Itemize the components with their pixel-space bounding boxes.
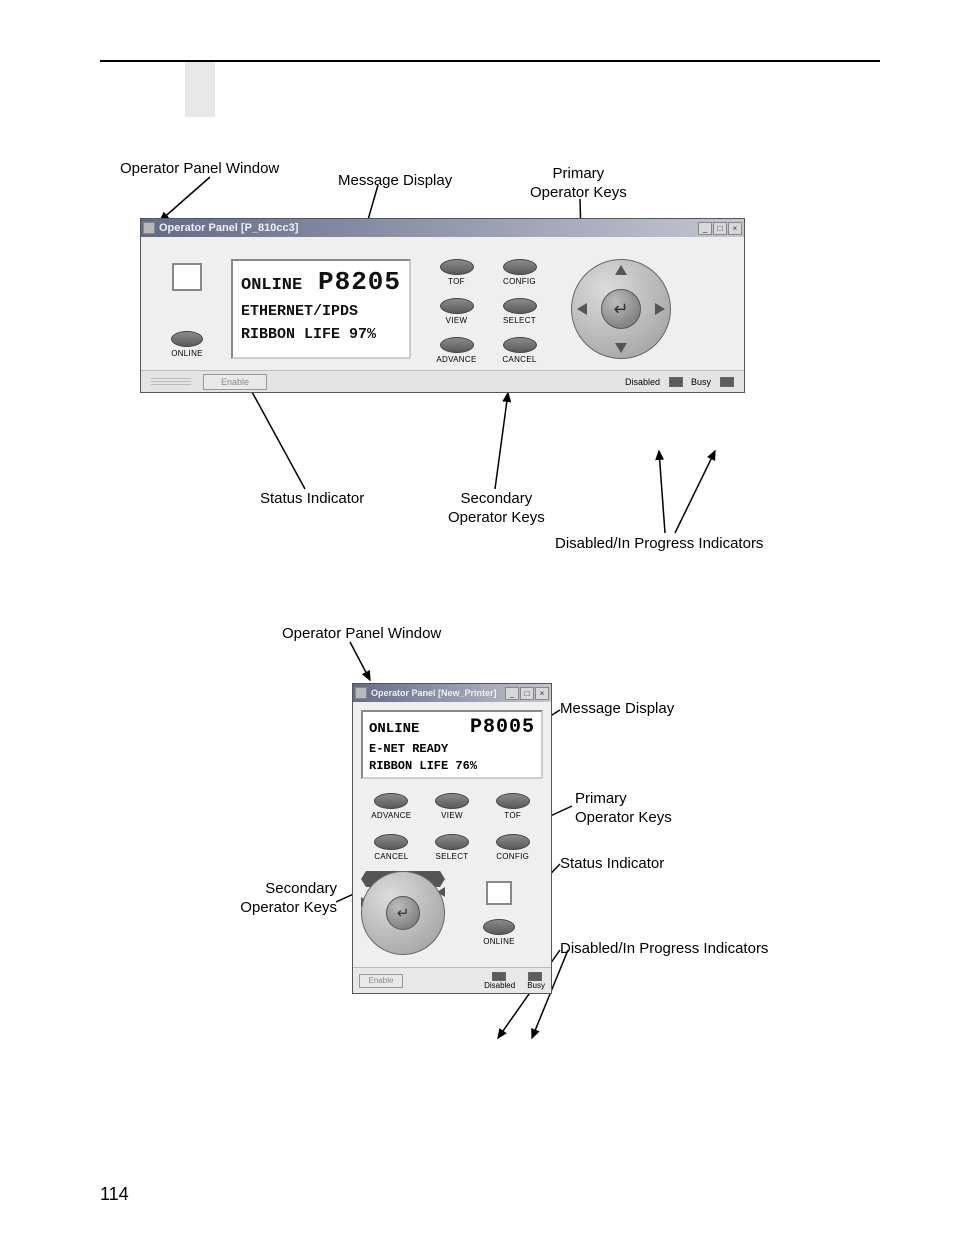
annot-primary-keys-2: Primary Operator Keys bbox=[575, 790, 672, 828]
view-button[interactable] bbox=[435, 793, 469, 809]
minimize-button[interactable]: _ bbox=[505, 687, 519, 700]
annot-status-indicator-2: Status Indicator bbox=[560, 855, 664, 874]
primary-keys: TOF CONFIG VIEW SELECT ADVANCE CANCEL bbox=[429, 259, 547, 364]
tof-button[interactable] bbox=[440, 259, 474, 275]
dpad-left-button[interactable] bbox=[577, 303, 587, 315]
maximize-button[interactable]: □ bbox=[713, 222, 727, 235]
minimize-button[interactable]: _ bbox=[698, 222, 712, 235]
cancel-button[interactable] bbox=[374, 834, 408, 850]
disabled-label: Disabled bbox=[625, 377, 660, 387]
dpad: ↵ bbox=[361, 871, 445, 955]
online-button[interactable] bbox=[171, 331, 203, 347]
config-button[interactable] bbox=[503, 259, 537, 275]
select-label: SELECT bbox=[422, 852, 483, 861]
advance-label: ADVANCE bbox=[361, 811, 422, 820]
titlebar[interactable]: Operator Panel [P_810cc3] _ □ × bbox=[141, 219, 744, 237]
page-top-rule bbox=[100, 60, 880, 62]
panel-body: ONLINE ONLINE P8205 ETHERNET/IPDS RIBBON… bbox=[141, 237, 744, 370]
select-button[interactable] bbox=[435, 834, 469, 850]
cancel-label: CANCEL bbox=[361, 852, 422, 861]
disabled-indicator bbox=[669, 377, 683, 387]
disabled-indicator bbox=[492, 972, 506, 981]
lcd-line2: RIBBON LIFE 76% bbox=[369, 759, 535, 773]
dpad-down-button[interactable] bbox=[615, 343, 627, 353]
statusbar: Enable Disabled Busy bbox=[353, 967, 551, 993]
right-column: ONLINE bbox=[455, 881, 543, 946]
annot-message-display: Message Display bbox=[338, 172, 452, 191]
cancel-button[interactable] bbox=[503, 337, 537, 353]
dpad-right-button[interactable] bbox=[655, 303, 665, 315]
status-indicator-light bbox=[486, 881, 512, 905]
app-icon bbox=[355, 687, 367, 699]
lcd-model: P8005 bbox=[470, 716, 535, 739]
statusbar-grip bbox=[151, 378, 191, 386]
online-label: ONLINE bbox=[483, 937, 515, 946]
operator-panel-narrow: Operator Panel [New_Printer] _ □ × ONLIN… bbox=[352, 683, 552, 994]
status-indicator-light bbox=[172, 263, 202, 291]
config-label: CONFIG bbox=[482, 852, 543, 861]
dpad: ↵ bbox=[571, 259, 671, 359]
close-button[interactable]: × bbox=[535, 687, 549, 700]
view-button[interactable] bbox=[440, 298, 474, 314]
lcd-line1: ETHERNET/IPDS bbox=[241, 303, 401, 320]
enable-button[interactable]: Enable bbox=[203, 374, 267, 390]
dpad-enter-button[interactable]: ↵ bbox=[601, 289, 641, 329]
online-label: ONLINE bbox=[157, 349, 217, 358]
annot-disabled-inprogress: Disabled/In Progress Indicators bbox=[555, 535, 763, 554]
message-display: ONLINE P8205 ETHERNET/IPDS RIBBON LIFE 9… bbox=[231, 259, 411, 359]
busy-label: Busy bbox=[527, 981, 545, 990]
window-title: Operator Panel [P_810cc3] bbox=[159, 222, 697, 234]
annot-primary-keys: Primary Operator Keys bbox=[530, 165, 627, 203]
panel-body: ONLINE P8005 E-NET READY RIBBON LIFE 76%… bbox=[353, 702, 551, 967]
lcd-status: ONLINE bbox=[241, 276, 302, 295]
annot-secondary-keys-2: Secondary Operator Keys bbox=[237, 880, 337, 918]
online-button[interactable] bbox=[483, 919, 515, 935]
advance-button[interactable] bbox=[440, 337, 474, 353]
left-column: ONLINE bbox=[157, 259, 217, 358]
app-icon bbox=[143, 222, 155, 234]
enable-button[interactable]: Enable bbox=[359, 974, 403, 988]
annot-op-panel-window: Operator Panel Window bbox=[120, 160, 279, 179]
page-number: 114 bbox=[100, 1184, 129, 1205]
select-button[interactable] bbox=[503, 298, 537, 314]
lcd-model: P8205 bbox=[318, 267, 401, 297]
disabled-label: Disabled bbox=[484, 981, 515, 990]
select-label: SELECT bbox=[492, 316, 547, 325]
dpad-enter-button[interactable]: ↵ bbox=[386, 896, 420, 930]
lcd-line1: E-NET READY bbox=[369, 742, 535, 756]
tof-label: TOF bbox=[429, 277, 484, 286]
busy-indicator bbox=[528, 972, 542, 981]
titlebar[interactable]: Operator Panel [New_Printer] _ □ × bbox=[353, 684, 551, 702]
busy-indicator bbox=[720, 377, 734, 387]
dpad-up-button[interactable] bbox=[615, 265, 627, 275]
close-button[interactable]: × bbox=[728, 222, 742, 235]
busy-label: Busy bbox=[691, 377, 711, 387]
annot-op-panel-window-2: Operator Panel Window bbox=[282, 625, 441, 644]
lcd-status: ONLINE bbox=[369, 721, 419, 737]
tof-label: TOF bbox=[482, 811, 543, 820]
annot-message-display-2: Message Display bbox=[560, 700, 674, 719]
config-button[interactable] bbox=[496, 834, 530, 850]
bottom-row: ↵ ONLINE bbox=[361, 871, 543, 959]
operator-panel-wide: Operator Panel [P_810cc3] _ □ × ONLINE O… bbox=[140, 218, 745, 393]
maximize-button[interactable]: □ bbox=[520, 687, 534, 700]
annot-status-indicator: Status Indicator bbox=[260, 490, 364, 509]
annot-secondary-keys: Secondary Operator Keys bbox=[448, 490, 545, 528]
annot-disabled-inprogress-2: Disabled/In Progress Indicators bbox=[560, 940, 768, 959]
statusbar: Enable Disabled Busy bbox=[141, 370, 744, 392]
view-label: VIEW bbox=[422, 811, 483, 820]
message-display: ONLINE P8005 E-NET READY RIBBON LIFE 76% bbox=[361, 710, 543, 779]
window-title: Operator Panel [New_Printer] bbox=[371, 688, 504, 698]
tof-button[interactable] bbox=[496, 793, 530, 809]
config-label: CONFIG bbox=[492, 277, 547, 286]
page-rule-block bbox=[185, 62, 215, 117]
view-label: VIEW bbox=[429, 316, 484, 325]
lcd-line2: RIBBON LIFE 97% bbox=[241, 326, 401, 343]
advance-label: ADVANCE bbox=[429, 355, 484, 364]
cancel-label: CANCEL bbox=[492, 355, 547, 364]
key-grid: ADVANCE VIEW TOF CANCEL SELECT CONFIG bbox=[361, 793, 543, 861]
advance-button[interactable] bbox=[374, 793, 408, 809]
